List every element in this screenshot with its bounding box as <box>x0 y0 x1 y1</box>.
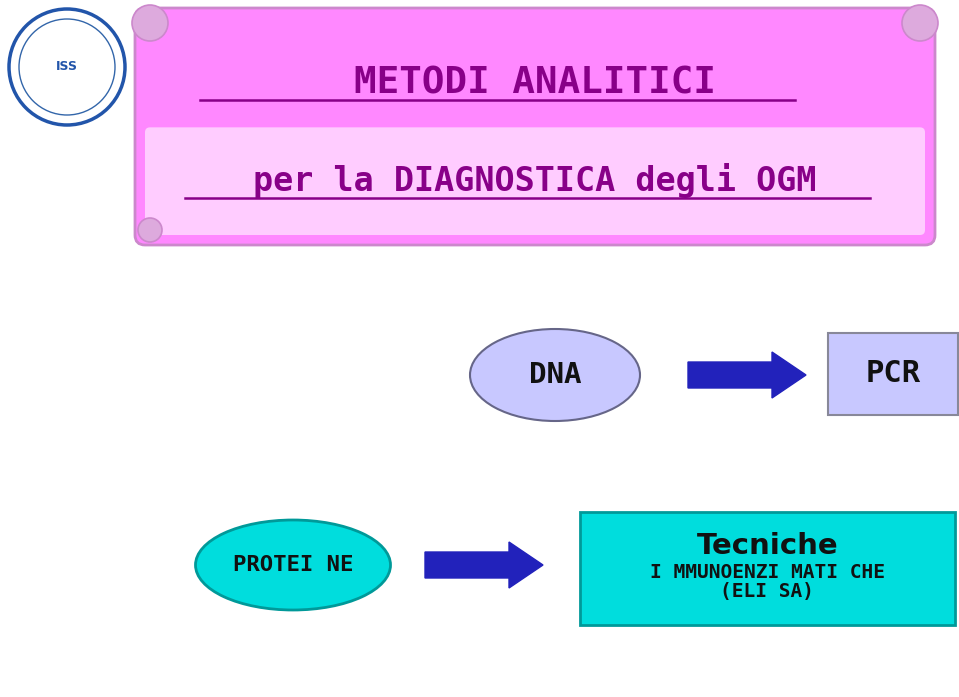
Text: METODI ANALITICI: METODI ANALITICI <box>354 65 716 101</box>
Text: PROTEI NE: PROTEI NE <box>233 555 353 575</box>
FancyArrow shape <box>425 542 543 588</box>
FancyBboxPatch shape <box>135 8 935 245</box>
Text: per la DIAGNOSTICA degli OGM: per la DIAGNOSTICA degli OGM <box>253 163 817 198</box>
FancyBboxPatch shape <box>580 512 955 625</box>
Circle shape <box>902 5 938 41</box>
Ellipse shape <box>196 520 390 610</box>
Text: DNA: DNA <box>528 361 581 389</box>
Ellipse shape <box>470 329 640 421</box>
Text: I MMUNOENZI MATI CHE: I MMUNOENZI MATI CHE <box>650 563 885 582</box>
Circle shape <box>138 218 162 242</box>
FancyBboxPatch shape <box>145 128 925 235</box>
FancyBboxPatch shape <box>828 333 958 415</box>
Text: ISS: ISS <box>56 61 78 73</box>
FancyArrow shape <box>688 352 806 398</box>
Circle shape <box>132 5 168 41</box>
Text: Tecniche: Tecniche <box>696 533 838 560</box>
Text: (ELI SA): (ELI SA) <box>720 582 814 601</box>
Text: PCR: PCR <box>865 360 921 388</box>
Circle shape <box>9 9 125 125</box>
